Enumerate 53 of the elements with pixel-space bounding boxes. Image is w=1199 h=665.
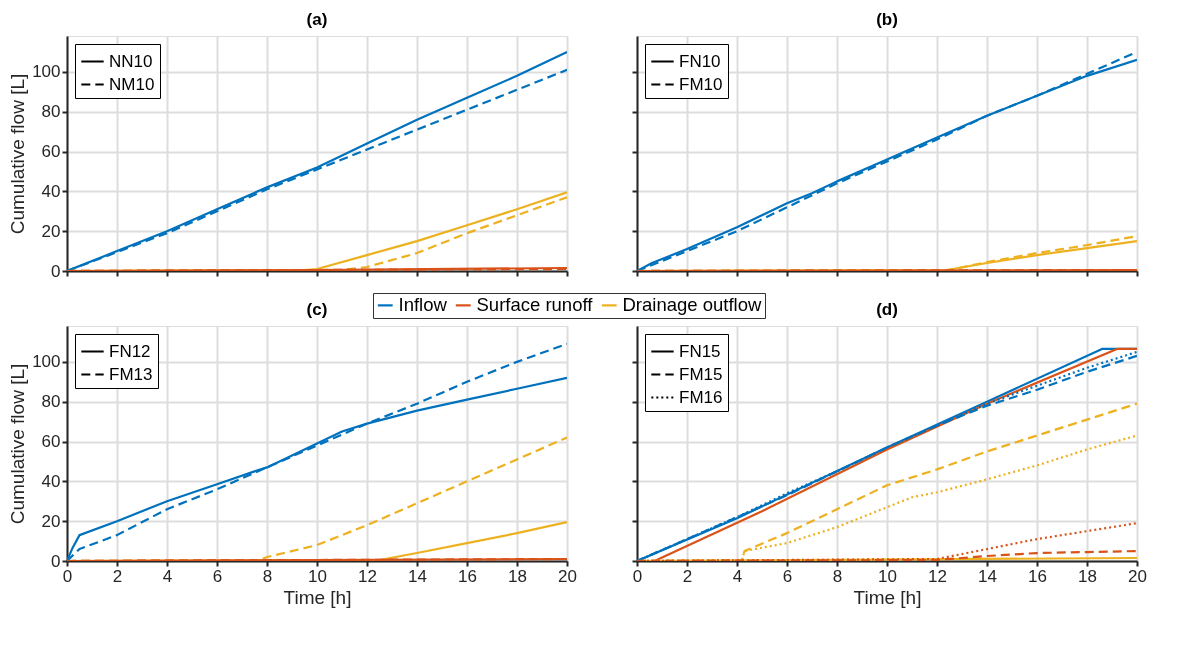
legend-label: FM13 (109, 364, 153, 384)
y-tick-label: 100 (32, 352, 61, 372)
x-axis-title: Time [h] (853, 586, 922, 608)
y-tick-label: 80 (41, 392, 61, 412)
legend-label: FM10 (679, 74, 723, 94)
x-tick-label: 2 (682, 566, 693, 586)
x-tick-label: 8 (832, 566, 843, 586)
chart-title: (d) (876, 300, 898, 319)
x-tick-label: 6 (212, 566, 223, 586)
x-tick-label: 0 (632, 566, 643, 586)
y-tick-label: 60 (41, 142, 61, 162)
x-tick-label: 14 (408, 566, 427, 586)
legend-label: NM10 (109, 74, 155, 94)
legend-label: FN12 (109, 341, 151, 361)
x-tick-label: 18 (1078, 566, 1097, 586)
x-tick-label: 20 (558, 566, 577, 586)
x-tick-label: 10 (878, 566, 897, 586)
x-tick-label: 6 (782, 566, 793, 586)
y-tick-label: 0 (51, 261, 61, 281)
chart-title: (c) (306, 300, 328, 319)
x-tick-label: 14 (978, 566, 997, 586)
y-tick-label: 100 (32, 62, 61, 82)
chart-title: (b) (876, 10, 898, 29)
y-tick-label: 20 (41, 221, 61, 241)
chart-title: (a) (306, 10, 328, 29)
x-tick-label: 20 (1128, 566, 1147, 586)
x-tick-label: 12 (928, 566, 947, 586)
y-axis-title: Cumulative flow [L] (7, 363, 29, 525)
x-tick-label: 18 (508, 566, 527, 586)
x-tick-label: 16 (1028, 566, 1047, 586)
y-tick-label: 20 (41, 511, 61, 531)
y-tick-label: 0 (51, 551, 61, 571)
x-tick-label: 10 (308, 566, 327, 586)
legend-label: FN15 (679, 341, 721, 361)
y-axis-title: Cumulative flow [L] (7, 73, 29, 235)
legend-label: FN10 (679, 51, 721, 71)
legend-label: FM15 (679, 364, 723, 384)
x-tick-label: 8 (262, 566, 273, 586)
x-tick-label: 12 (358, 566, 377, 586)
x-tick-label: 16 (458, 566, 477, 586)
y-tick-label: 40 (41, 471, 61, 491)
x-tick-label: 2 (112, 566, 123, 586)
legend-label: NN10 (109, 51, 153, 71)
x-tick-label: 4 (162, 566, 173, 586)
y-tick-label: 80 (41, 102, 61, 122)
x-tick-label: 4 (732, 566, 743, 586)
legend-label: Drainage outflow (622, 294, 762, 316)
legend-label: FM16 (679, 387, 723, 407)
y-tick-label: 60 (41, 432, 61, 452)
y-tick-label: 40 (41, 181, 61, 201)
legend-label: Surface runoff (476, 294, 594, 316)
legend-label: Inflow (398, 294, 448, 316)
x-axis-title: Time [h] (283, 586, 352, 608)
